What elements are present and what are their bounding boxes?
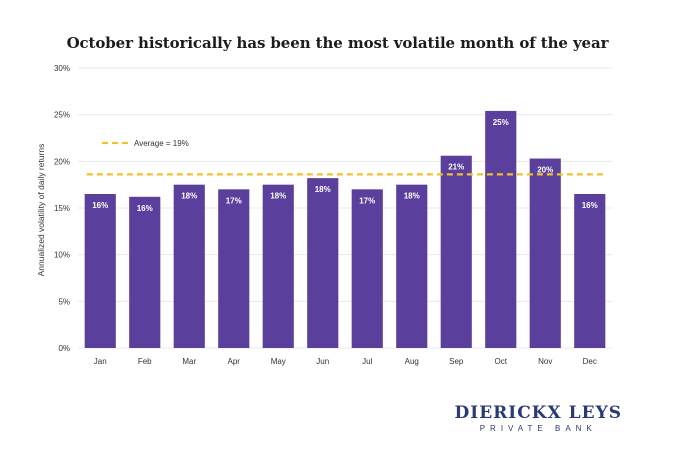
bar-value-label: 17% (359, 196, 375, 205)
y-tick-label: 25% (54, 111, 70, 120)
bar (351, 189, 383, 348)
y-tick-label: 15% (54, 204, 70, 213)
bar (440, 155, 472, 348)
gridlines (78, 67, 612, 349)
bar-value-label: 18% (270, 192, 286, 201)
x-tick-label: Dec (583, 357, 597, 366)
bar (485, 110, 517, 348)
bar (173, 184, 205, 348)
bar-value-label: 17% (226, 196, 242, 205)
bar-value-label: 18% (181, 192, 197, 201)
bar (396, 184, 428, 348)
y-axis-title: Annualized volatility of daily returns (36, 144, 46, 277)
bar-value-label: 16% (582, 201, 598, 210)
legend: Average = 19% (102, 139, 189, 148)
bar (529, 158, 561, 348)
axis-labels: 0% 5% 10% 15% 20% 25% 30% Jan Feb Mar Apr May Jun Jul… (54, 64, 597, 366)
bar-value-label: 16% (137, 204, 153, 213)
x-tick-label: Nov (538, 357, 552, 366)
bar (129, 196, 161, 348)
bar (84, 194, 116, 348)
x-tick-label: Oct (495, 357, 508, 366)
bar-value-label: 18% (315, 185, 331, 194)
x-tick-label: Aug (405, 357, 419, 366)
bank-logo: DIERICKX LEYS PRIVATE BANK (455, 404, 622, 433)
x-tick-label: May (271, 357, 286, 366)
logo-subtitle: PRIVATE BANK (479, 424, 597, 433)
bar (262, 184, 294, 348)
bar-value-label: 18% (404, 192, 420, 201)
bar-value-label: 25% (493, 118, 509, 127)
bar-value-label: 16% (92, 201, 108, 210)
x-tick-label: Jul (362, 357, 372, 366)
y-tick-label: 10% (54, 251, 70, 260)
y-tick-label: 30% (54, 64, 70, 73)
x-tick-label: Mar (182, 357, 196, 366)
bar (218, 189, 250, 348)
y-tick-label: 20% (54, 157, 70, 166)
bar-value-label: 20% (537, 166, 553, 175)
bar-value-label: 21% (448, 163, 464, 172)
legend-label: Average = 19% (134, 139, 189, 148)
bars (84, 110, 606, 348)
x-tick-label: Jun (316, 357, 329, 366)
x-tick-label: Apr (228, 357, 241, 366)
data-labels: 16% 16% 18% 17% 18% 18% 17% 18% 21% 25% 20% 16% (92, 118, 598, 213)
bar (574, 194, 606, 348)
bar (307, 178, 339, 348)
chart-title: October historically has been the most v… (66, 34, 609, 52)
x-tick-label: Sep (449, 357, 464, 366)
x-tick-label: Jan (94, 357, 107, 366)
x-tick-label: Feb (138, 357, 152, 366)
y-tick-label: 0% (58, 344, 70, 353)
y-tick-label: 5% (58, 297, 70, 306)
logo-name: DIERICKX LEYS (454, 403, 622, 423)
